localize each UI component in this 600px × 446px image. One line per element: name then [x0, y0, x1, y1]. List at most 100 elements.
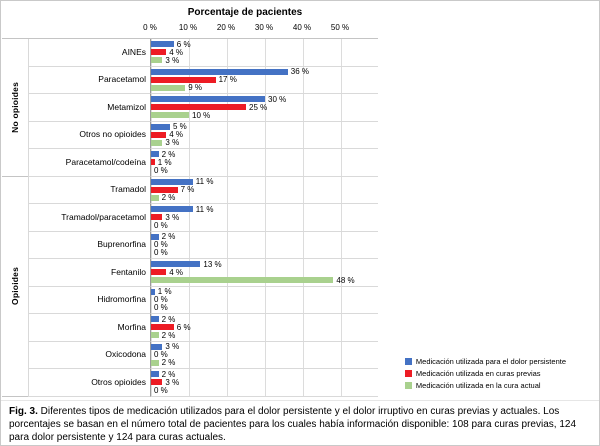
category-label: AINEs	[28, 39, 150, 67]
bar-group: 11 % 3 % 0 %	[150, 204, 378, 232]
bar-value-label: 1 %	[157, 287, 172, 297]
figure-caption: Fig. 3. Diferentes tipos de medicación u…	[1, 400, 599, 445]
bar-value-label: 2 %	[161, 330, 176, 340]
legend-label: Medicación utilizada para el dolor persi…	[415, 357, 566, 366]
bar-value-label: 30 %	[268, 94, 287, 104]
bar-value-label: 13 %	[203, 259, 222, 269]
bar	[151, 131, 167, 138]
bar	[151, 159, 155, 166]
caption-text: Diferentes tipos de medicación utilizado…	[9, 406, 577, 443]
bar-value-label: 48 %	[336, 275, 355, 285]
bar-row: 25 %	[151, 103, 378, 111]
bar-group: 2 % 6 % 2 %	[150, 314, 378, 342]
bar-row: 6 %	[151, 322, 378, 332]
axis-group-label: Opioides	[2, 177, 28, 397]
bar	[151, 57, 163, 64]
bar-row: 3 %	[151, 377, 378, 387]
bar-group: 13 % 4 % 48 %	[150, 259, 378, 287]
bar-value-label: 3 %	[165, 342, 180, 352]
x-axis-ticks: 0 % 10 % 20 % 30 % 40 % 50 %	[143, 23, 390, 34]
bar	[151, 49, 167, 56]
bar-row: 36 %	[151, 67, 378, 77]
bar-value-label: 5 %	[173, 122, 187, 132]
chart-grid: No opioides Opioides AINEs 6 % 4 % 3 % Paracet…	[2, 38, 378, 397]
bar-row: 3 %	[151, 342, 378, 352]
bar-group: 6 % 4 % 3 %	[150, 39, 378, 67]
bar-value-label: 0 %	[154, 220, 168, 230]
bar-group: 2 % 1 % 0 %	[150, 149, 378, 177]
bar-row: 2 %	[151, 314, 378, 324]
bar-value-label: 10 %	[192, 110, 211, 120]
category-label: Oxicodona	[28, 341, 150, 369]
bar	[151, 41, 174, 48]
bar-value-label: 3 %	[165, 138, 180, 148]
bar-value-label: 0 %	[154, 240, 168, 250]
bar-row: 6 %	[151, 39, 378, 49]
category-label: Paracetamol	[28, 66, 150, 94]
bar	[151, 379, 163, 386]
bar-row: 4 %	[151, 48, 378, 56]
bar-row: 11 %	[151, 177, 378, 187]
bar-row: 0 %	[151, 220, 378, 230]
bar-row: 2 %	[151, 370, 378, 378]
bar-value-label: 2 %	[161, 193, 176, 203]
bar	[151, 277, 334, 284]
bar	[151, 76, 216, 83]
bar-row: 4 %	[151, 131, 378, 139]
x-tick-label: 10 %	[178, 23, 198, 32]
bar	[151, 104, 246, 111]
bar-value-label: 0 %	[154, 248, 168, 258]
bar-row: 2 %	[151, 149, 378, 159]
bar-value-label: 1 %	[157, 157, 172, 167]
bar-value-label: 3 %	[165, 212, 180, 222]
caption-label: Fig. 3.	[9, 406, 38, 417]
bar-value-label: 9 %	[188, 83, 202, 93]
bar	[151, 261, 201, 268]
bar-value-label: 7 %	[180, 185, 195, 195]
bar-value-label: 11 %	[195, 177, 214, 187]
bar-value-label: 0 %	[154, 295, 168, 305]
bar	[151, 123, 170, 130]
bar-row: 1 %	[151, 157, 378, 167]
bar-value-label: 3 %	[165, 377, 180, 387]
bar-group: 2 % 3 % 0 %	[150, 369, 378, 397]
bar-group: 30 % 25 % 10 %	[150, 94, 378, 122]
legend-item: Medicación utilizada en la cura actual	[404, 381, 566, 390]
category-label: Otros opioides	[28, 369, 150, 397]
bar-row: 17 %	[151, 76, 378, 84]
bar	[151, 139, 163, 146]
bar-row: 9 %	[151, 83, 378, 93]
axis-group-label-text: Opioides	[10, 267, 20, 305]
bar-row: 4 %	[151, 268, 378, 276]
bar	[151, 96, 265, 103]
bar-value-label: 0 %	[154, 385, 168, 395]
bar-value-label: 2 %	[161, 314, 176, 324]
bar-row: 3 %	[151, 138, 378, 148]
bar-value-label: 6 %	[176, 39, 191, 49]
bar-row: 0 %	[151, 385, 378, 395]
bar-row: 5 %	[151, 122, 378, 132]
bar-value-label: 2 %	[161, 149, 176, 159]
bar-row: 11 %	[151, 204, 378, 214]
bar	[151, 214, 163, 221]
bar	[151, 324, 174, 331]
bar-group: 2 % 0 % 0 %	[150, 231, 378, 259]
legend-swatch	[404, 358, 412, 365]
bar-row: 2 %	[151, 193, 378, 203]
category-label: Hidromorfina	[28, 286, 150, 314]
bar-row: 0 %	[151, 351, 378, 359]
bar-value-label: 11 %	[195, 204, 214, 214]
legend-item: Medicación utilizada para el dolor persi…	[404, 357, 566, 366]
bar-row: 2 %	[151, 233, 378, 241]
chart-title: Porcentaje de pacientes	[187, 7, 303, 18]
bar-group: 36 % 17 % 9 %	[150, 66, 378, 94]
bar-value-label: 3 %	[165, 55, 180, 65]
bar-row: 0 %	[151, 304, 378, 312]
bar-row: 1 %	[151, 287, 378, 297]
category-label: Buprenorfina	[28, 231, 150, 259]
bar-value-label: 6 %	[176, 322, 191, 332]
bar-value-label: 36 %	[290, 67, 310, 77]
bar-row: 7 %	[151, 185, 378, 195]
bar-value-label: 2 %	[161, 358, 176, 368]
bar	[151, 343, 163, 350]
